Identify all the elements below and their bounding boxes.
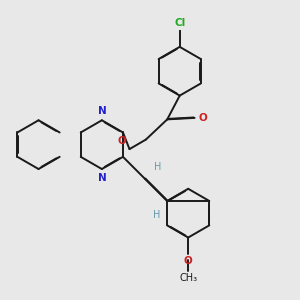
Text: H: H [154,162,161,172]
Text: N: N [98,106,107,116]
Text: N: N [98,173,107,183]
Text: O: O [198,113,207,123]
Text: CH₃: CH₃ [179,273,197,283]
Text: H: H [153,210,161,220]
Text: Cl: Cl [174,18,185,28]
Text: O: O [184,256,193,266]
Text: O: O [117,136,126,146]
